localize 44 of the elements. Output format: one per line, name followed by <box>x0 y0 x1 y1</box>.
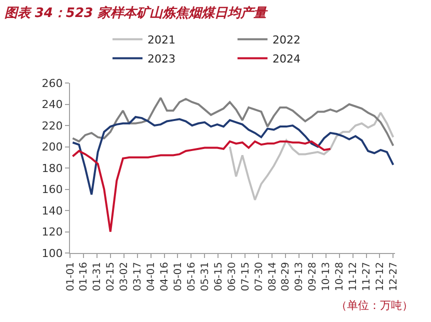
x-tick-label: 11-12 <box>348 262 360 292</box>
y-tick-label: 220 <box>42 119 63 132</box>
x-tick-label: 10-28 <box>334 262 346 292</box>
y-tick-label: 120 <box>42 226 63 239</box>
line-series <box>72 140 332 233</box>
y-tick-label: 100 <box>42 246 63 260</box>
x-tick-label: 12-27 <box>388 262 400 292</box>
x-tick-label: 10-13 <box>321 262 332 292</box>
y-tick-label: 160 <box>42 183 63 196</box>
x-tick-label: 09-13 <box>294 262 306 292</box>
x-tick-label: 01-31 <box>92 262 104 292</box>
y-tick-label: 140 <box>42 204 63 218</box>
legend-label: 2022 <box>272 34 300 47</box>
y-tick-label: 260 <box>42 76 63 90</box>
x-tick-label: 07-30 <box>254 262 265 292</box>
text: （单位：万吨） <box>336 299 413 312</box>
legend-label: 2021 <box>148 34 176 47</box>
x-tick-label: 04-16 <box>160 262 171 292</box>
x-tick-label: 01-16 <box>78 262 90 292</box>
x-tick-label: 03-02 <box>119 262 130 292</box>
line-series <box>72 96 394 147</box>
x-tick-label: 06-15 <box>213 262 224 292</box>
y-tick-label: 240 <box>42 98 63 112</box>
x-tick-label: 11-27 <box>362 262 373 292</box>
x-tick-label: 03-17 <box>132 262 144 292</box>
legend-label: 2023 <box>148 52 176 66</box>
line-series <box>228 112 394 201</box>
line-series <box>72 116 394 196</box>
y-tick-label: 200 <box>42 140 63 154</box>
x-tick-label: 05-16 <box>186 262 198 292</box>
x-tick-label: 08-29 <box>280 262 292 292</box>
x-tick-label: 06-30 <box>226 262 238 292</box>
legend-label: 2024 <box>272 52 300 66</box>
x-tick-label: 02-15 <box>106 262 117 292</box>
x-tick-label: 09-28 <box>308 262 319 292</box>
x-tick-label: 08-14 <box>267 262 278 292</box>
x-tick-label: 05-31 <box>200 262 211 292</box>
chart-title: 图表 34：523 家样本矿山炼焦烟煤日均产量 <box>4 5 269 22</box>
x-tick-label: 01-01 <box>65 262 76 292</box>
x-tick-label: 07-15 <box>240 262 252 292</box>
x-tick-label: 12-12 <box>374 262 386 292</box>
y-tick-label: 180 <box>42 162 63 175</box>
x-tick-label: 05-01 <box>172 262 184 292</box>
x-tick-label: 04-01 <box>146 262 158 292</box>
